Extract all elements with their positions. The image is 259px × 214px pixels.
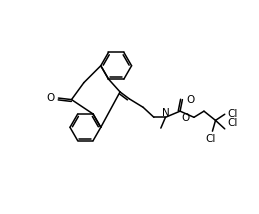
Text: O: O <box>186 95 195 105</box>
Text: Cl: Cl <box>206 134 216 144</box>
Text: O: O <box>182 113 190 123</box>
Text: Cl: Cl <box>228 109 238 119</box>
Text: N: N <box>162 108 169 119</box>
Text: Cl: Cl <box>228 118 238 128</box>
Text: O: O <box>46 93 55 103</box>
